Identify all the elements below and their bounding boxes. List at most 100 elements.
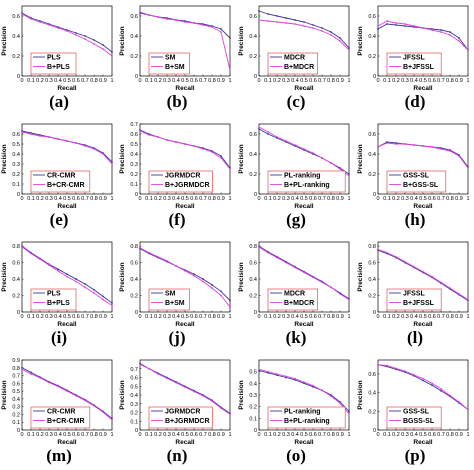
panel-label: (c) [286, 92, 306, 111]
x-tick-label: 0.6 [72, 78, 80, 84]
y-tick-label: 0.1 [12, 420, 20, 426]
data-point [404, 260, 406, 263]
x-tick-label: 0 [376, 196, 379, 202]
x-tick-label: 0 [138, 78, 141, 84]
y-axis-title: Precision [238, 26, 245, 55]
legend-box [386, 52, 442, 75]
data-point [321, 27, 323, 29]
x-tick-label: 0.8 [327, 314, 335, 320]
y-tick-label: 0.4 [368, 34, 376, 40]
legend-label: PLS [47, 291, 61, 298]
x-tick-label: 0.2 [154, 78, 162, 84]
legend-box [148, 406, 213, 429]
x-tick-label: 0.5 [63, 314, 71, 320]
x-tick-label: 0.6 [190, 314, 198, 320]
data-point [111, 163, 113, 165]
legend-box [30, 406, 91, 429]
panel-label: (l) [406, 328, 424, 347]
x-tick-label: 0.4 [172, 196, 180, 202]
legend-label: GSS-SL [403, 409, 430, 416]
legend-box [267, 170, 346, 193]
legend-box [148, 288, 190, 311]
data-point [294, 23, 296, 25]
x-tick-label: 0 [20, 432, 23, 438]
data-point [386, 20, 388, 22]
legend-label: CR-CMR [47, 173, 75, 180]
data-point [84, 283, 86, 285]
x-tick-label: 0.2 [154, 196, 162, 202]
data-point [458, 155, 460, 157]
data-point [175, 19, 177, 21]
x-tick-label: 0 [138, 196, 141, 202]
data-point [102, 295, 104, 298]
x-tick-label: 0.6 [428, 196, 436, 202]
x-tick-label: 0.7 [437, 314, 445, 320]
data-point [386, 251, 388, 254]
x-tick-label: 0.1 [383, 196, 391, 202]
data-point [57, 138, 59, 140]
panel-chart: 0 0.1 0.2 0.3 0.4 0.5 0.6 0.7 0.8 0.9 100.20.40.60… [357, 241, 470, 328]
x-tick-label: 1 [347, 78, 350, 84]
data-point [258, 368, 260, 371]
y-tick-label: 0.8 [249, 244, 257, 250]
panel-chart: 0 0.1 0.2 0.3 0.4 0.5 0.6 0.7 0.8 0.9 100.20.40.6R… [238, 123, 351, 210]
data-point [458, 40, 460, 42]
x-tick-label: 1 [466, 432, 469, 438]
legend-label: SM [165, 55, 176, 62]
x-tick-label: 0.8 [208, 432, 216, 438]
x-tick-label: 0.9 [99, 196, 107, 202]
series-line [139, 12, 231, 39]
data-point [321, 281, 323, 284]
data-point [102, 411, 104, 414]
x-tick-label: 0.5 [419, 314, 427, 320]
x-tick-label: 0.9 [217, 432, 225, 438]
data-point [404, 25, 406, 27]
x-tick-label: 1 [347, 196, 350, 202]
y-axis-title: Precision [119, 380, 126, 409]
x-tick-label: 0.7 [81, 314, 89, 320]
data-point [258, 126, 260, 128]
x-tick-label: 0.1 [383, 78, 391, 84]
data-point [294, 377, 296, 380]
panel-chart: 0 0.1 0.2 0.3 0.4 0.5 0.6 0.7 0.8 0.9 100.20.40.60… [119, 241, 232, 328]
x-tick-label: 0.5 [181, 196, 189, 202]
panel-label: (h) [404, 210, 426, 229]
x-tick-label: 0.7 [318, 78, 326, 84]
y-tick-label: 0.2 [12, 294, 20, 300]
x-tick-label: 0.1 [264, 432, 272, 438]
data-point [449, 31, 451, 33]
x-tick-label: 0.1 [383, 432, 391, 438]
data-point [139, 246, 141, 249]
data-point [184, 21, 186, 23]
data-point [193, 273, 195, 276]
x-tick-label: 0.9 [99, 314, 107, 320]
data-point [312, 276, 314, 279]
x-tick-label: 0.9 [217, 314, 225, 320]
data-point [458, 292, 460, 295]
panel-label: (g) [286, 210, 306, 229]
legend-label: B+JFSSL [403, 64, 435, 71]
legend-label: B+MDCR [284, 64, 314, 71]
legend-box [386, 170, 447, 193]
data-point [184, 269, 186, 272]
panel-label: (i) [50, 328, 68, 347]
x-tick-label: 0.4 [410, 78, 418, 84]
data-point [330, 34, 332, 36]
series-line [21, 130, 113, 163]
data-point [229, 37, 231, 39]
x-tick-label: 0.8 [327, 432, 335, 438]
data-point [339, 37, 341, 39]
legend-label: B+PL-ranking [284, 418, 330, 425]
y-axis-title: Precision [1, 26, 8, 55]
x-tick-label: 0.3 [45, 314, 53, 320]
data-point [193, 390, 195, 393]
y-tick-label: 0.3 [12, 162, 20, 168]
y-tick-label: 0.6 [249, 261, 257, 267]
data-point [267, 133, 269, 135]
data-point [139, 130, 141, 132]
x-tick-label: 0.3 [401, 78, 409, 84]
data-point [440, 281, 442, 284]
data-point [157, 373, 159, 375]
y-tick-label: 0.2 [130, 172, 138, 178]
x-axis-title: Recall [175, 203, 194, 210]
